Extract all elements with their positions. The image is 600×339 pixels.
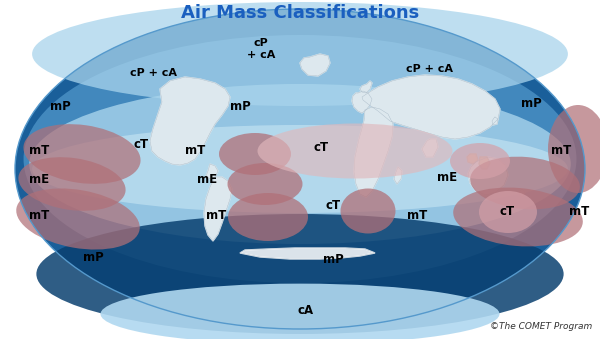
Text: cT: cT (499, 205, 515, 218)
Text: mT: mT (29, 144, 49, 157)
Polygon shape (204, 177, 232, 241)
Polygon shape (467, 154, 478, 164)
Ellipse shape (450, 143, 510, 179)
Ellipse shape (29, 84, 571, 244)
Polygon shape (352, 91, 372, 113)
Ellipse shape (23, 35, 577, 283)
Ellipse shape (19, 157, 125, 211)
Polygon shape (300, 54, 330, 76)
Ellipse shape (16, 188, 140, 250)
Text: mT: mT (185, 144, 205, 157)
Text: mE: mE (437, 172, 457, 184)
Ellipse shape (219, 133, 291, 175)
Polygon shape (360, 81, 372, 93)
Text: cT: cT (313, 141, 329, 154)
Text: cP + cA: cP + cA (130, 68, 176, 78)
Text: mT: mT (569, 205, 589, 218)
Polygon shape (354, 107, 393, 197)
Ellipse shape (227, 163, 302, 205)
Polygon shape (479, 157, 490, 169)
Ellipse shape (257, 123, 452, 179)
Ellipse shape (548, 105, 600, 193)
Ellipse shape (453, 187, 583, 246)
Polygon shape (150, 77, 230, 165)
Polygon shape (468, 157, 508, 195)
Ellipse shape (23, 124, 140, 184)
Polygon shape (422, 139, 438, 157)
Text: mP: mP (50, 100, 70, 113)
Text: Air Mass Classifications: Air Mass Classifications (181, 4, 419, 22)
Polygon shape (240, 248, 375, 259)
Ellipse shape (341, 188, 395, 234)
Text: mE: mE (197, 173, 217, 186)
Polygon shape (519, 189, 525, 197)
Polygon shape (362, 75, 500, 139)
Ellipse shape (37, 214, 563, 334)
Text: mP: mP (323, 253, 343, 266)
Polygon shape (206, 164, 218, 179)
Text: cT: cT (133, 138, 149, 151)
Ellipse shape (15, 9, 585, 329)
Text: cT: cT (325, 199, 341, 212)
Text: cP
+ cA: cP + cA (247, 38, 275, 60)
Ellipse shape (101, 284, 499, 339)
Text: mT: mT (206, 209, 226, 222)
Text: ©The COMET Program: ©The COMET Program (490, 322, 592, 331)
Text: mE: mE (29, 173, 49, 186)
Polygon shape (492, 117, 498, 125)
Text: mP: mP (521, 97, 541, 110)
Polygon shape (394, 167, 402, 184)
Text: cP + cA: cP + cA (406, 64, 452, 75)
Ellipse shape (32, 125, 568, 213)
Text: mP: mP (230, 100, 250, 113)
Text: mT: mT (29, 209, 49, 222)
Text: mT: mT (551, 144, 571, 157)
Text: mP: mP (83, 251, 103, 264)
Ellipse shape (479, 191, 537, 233)
Ellipse shape (32, 2, 568, 106)
Text: cA: cA (298, 304, 314, 317)
Ellipse shape (228, 193, 308, 241)
Ellipse shape (470, 157, 580, 210)
Text: mT: mT (407, 209, 427, 222)
